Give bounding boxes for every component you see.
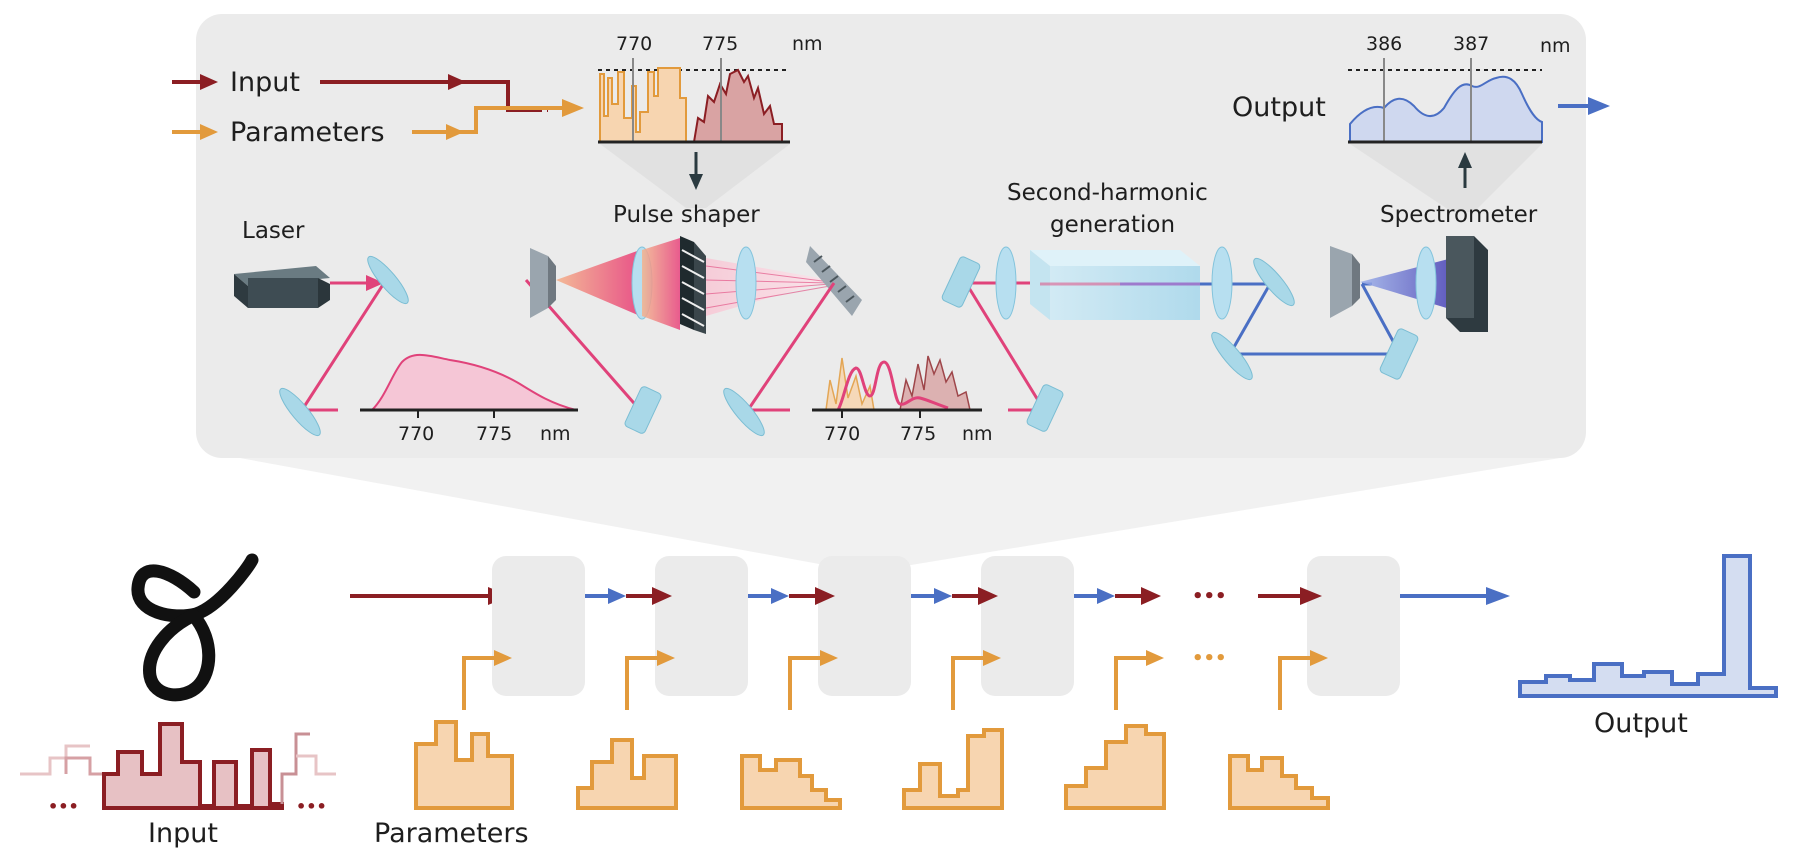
spectrometer bbox=[1330, 236, 1488, 332]
shaper-tick-775: 775 bbox=[702, 33, 738, 55]
param-hist-6 bbox=[1228, 754, 1330, 810]
parameter-arrowheads bbox=[494, 650, 1328, 666]
laser-unit: nm bbox=[540, 423, 571, 445]
top-input-label: Input bbox=[230, 67, 300, 98]
output-spectrum-plot bbox=[1348, 58, 1543, 144]
lens-5 bbox=[1415, 246, 1437, 320]
shaped-tick-775: 775 bbox=[900, 423, 936, 445]
mirror-4 bbox=[723, 387, 765, 437]
shaper-tick-770: 770 bbox=[616, 33, 652, 55]
laser-spectrum-plot bbox=[360, 354, 578, 418]
parameter-histograms bbox=[414, 720, 1330, 810]
shg-label-line1: Second-harmonic bbox=[1007, 180, 1208, 206]
red-continuation-dots: ••• bbox=[1192, 586, 1227, 607]
spatial-light-modulator bbox=[680, 236, 706, 334]
layer-block-2 bbox=[655, 556, 748, 696]
mirror-3 bbox=[624, 386, 662, 434]
mirror-5 bbox=[1026, 384, 1064, 432]
bottom-parameters-label: Parameters bbox=[374, 818, 529, 849]
lens-3 bbox=[995, 246, 1017, 320]
shg-crystal bbox=[1030, 250, 1200, 320]
grating-1 bbox=[530, 248, 548, 318]
inter-layer-arrows bbox=[585, 587, 1322, 605]
input-ellipsis-left: ••• bbox=[48, 797, 79, 816]
spectrometer-up-arrow bbox=[1458, 152, 1472, 188]
orange-continuation-dots: ••• bbox=[1192, 648, 1227, 669]
top-output-label: Output bbox=[1232, 92, 1326, 123]
param-hist-2 bbox=[576, 738, 678, 810]
spectrometer-label: Spectrometer bbox=[1380, 202, 1538, 228]
param-hist-1 bbox=[414, 720, 514, 810]
mirror-1 bbox=[367, 255, 409, 305]
mirror-6 bbox=[941, 256, 981, 308]
mirror-2 bbox=[279, 387, 321, 437]
layer-block-1 bbox=[492, 556, 585, 696]
output-tick-387: 387 bbox=[1453, 33, 1489, 55]
pulse-shaper bbox=[530, 236, 862, 334]
zoom-funnel bbox=[240, 458, 1560, 566]
layer-block-4 bbox=[981, 556, 1074, 696]
spectrometer-tooltip-funnel bbox=[1350, 144, 1542, 212]
input-waveform bbox=[20, 722, 336, 810]
bottom-output-arrow bbox=[1400, 587, 1510, 605]
output-histogram bbox=[1518, 554, 1778, 698]
shaper-spectrum-plot bbox=[598, 58, 790, 144]
bottom-input-arrow bbox=[350, 587, 510, 605]
layer-block-final bbox=[1307, 556, 1400, 696]
top-parameters-label: Parameters bbox=[230, 117, 385, 148]
param-hist-5 bbox=[1064, 724, 1166, 810]
input-ellipsis-right: ••• bbox=[296, 797, 327, 816]
laser-tick-770: 770 bbox=[398, 423, 434, 445]
pulse-shaper-label: Pulse shaper bbox=[613, 202, 760, 228]
mirror-7 bbox=[1253, 257, 1295, 307]
mirror-8 bbox=[1211, 331, 1253, 381]
shaper-down-arrow bbox=[689, 152, 703, 190]
shaped-spectrum-plot bbox=[812, 355, 982, 418]
shg-label-line2: generation bbox=[1050, 212, 1175, 238]
lens-2 bbox=[735, 246, 757, 320]
parameter-arrows bbox=[462, 656, 1312, 710]
input-digit-image bbox=[131, 553, 259, 702]
output-unit: nm bbox=[1540, 35, 1571, 57]
shaped-unit: nm bbox=[962, 423, 993, 445]
laser-label: Laser bbox=[242, 218, 305, 244]
mirror-9 bbox=[1379, 328, 1419, 380]
top-parameters-line bbox=[412, 99, 584, 140]
grating-2 bbox=[806, 246, 862, 316]
bottom-output-label: Output bbox=[1594, 708, 1688, 739]
beam-path-shaper bbox=[746, 282, 836, 412]
laser-tick-775: 775 bbox=[476, 423, 512, 445]
beam-cone bbox=[556, 250, 640, 316]
experiment-panel bbox=[196, 14, 1586, 458]
laser-beam-arrow bbox=[366, 275, 384, 291]
shaper-unit: nm bbox=[792, 33, 823, 55]
top-parameters-arrow bbox=[172, 124, 218, 140]
lens-4 bbox=[1211, 246, 1233, 320]
bottom-input-label: Input bbox=[148, 818, 218, 849]
shaped-tick-770: 770 bbox=[824, 423, 860, 445]
output-tick-386: 386 bbox=[1366, 33, 1402, 55]
param-hist-3 bbox=[740, 754, 842, 810]
top-output-arrow bbox=[1558, 97, 1610, 115]
param-hist-4 bbox=[902, 728, 1004, 810]
layer-block-3 bbox=[818, 556, 911, 696]
top-input-arrow bbox=[172, 74, 218, 90]
laser-source bbox=[234, 266, 330, 308]
